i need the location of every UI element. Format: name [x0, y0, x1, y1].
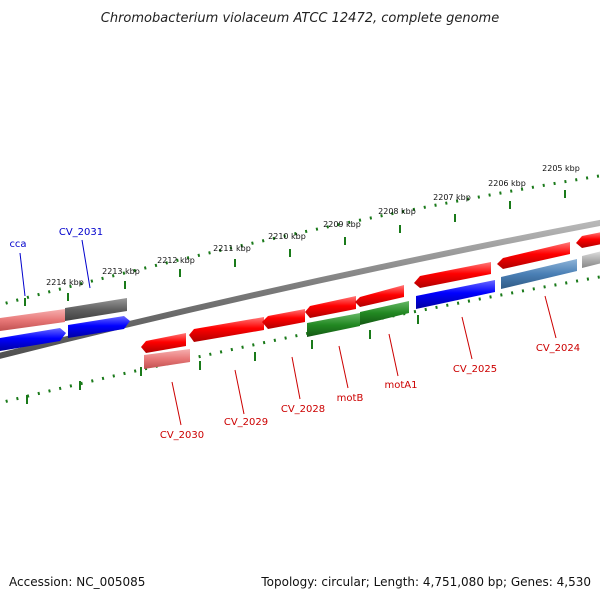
gene-arrow[interactable] — [305, 296, 356, 318]
gene-arrow-cca[interactable] — [0, 309, 65, 331]
gene-arrow-cv2028[interactable] — [262, 309, 305, 329]
gene-arrow-cv2025[interactable] — [416, 280, 495, 309]
tick-label: 2212 kbp — [157, 256, 195, 265]
tick-label: 2211 kbp — [213, 244, 251, 253]
gene-label-cca[interactable]: cca — [9, 239, 26, 250]
inner-tick-ring — [0, 275, 600, 405]
forward-strand-genes — [0, 232, 600, 331]
tick-label: 2207 kbp — [433, 193, 471, 202]
tick-label: 2208 kbp — [378, 207, 416, 216]
gene-arrow-motb[interactable] — [307, 313, 360, 337]
outer-major-ticks — [24, 190, 566, 306]
gene-label-cv2031[interactable]: CV_2031 — [59, 227, 103, 238]
tick-labels: 2214 kbp 2213 kbp 2212 kbp 2211 kbp 2210… — [46, 164, 580, 287]
gene-label-cv2030[interactable]: CV_2030 — [160, 430, 204, 441]
gene-labels: cca CV_2031 CV_2030 CV_2029 CV_2028 motB… — [9, 227, 580, 441]
tick-label: 2205 kbp — [542, 164, 580, 173]
map-title: Chromobacterium violaceum ATCC 12472, co… — [101, 11, 499, 26]
gene-arrow-cv2024[interactable] — [501, 259, 577, 289]
label-leaders — [19, 239, 557, 426]
gene-label-cv2029[interactable]: CV_2029 — [224, 417, 268, 428]
genome-backbone — [0, 219, 600, 359]
tick-label: 2210 kbp — [268, 232, 306, 241]
gene-arrow-cv2031[interactable] — [65, 298, 127, 321]
gene-arrow[interactable] — [144, 349, 190, 369]
gene-label-cv2028[interactable]: CV_2028 — [281, 404, 325, 415]
genome-summary-text: Topology: circular; Length: 4,751,080 bp… — [260, 575, 591, 589]
reverse-strand-genes — [0, 251, 600, 369]
gene-arrow-cv2029[interactable] — [189, 317, 264, 342]
gene-arrow-cv2030[interactable] — [141, 333, 186, 353]
gene-label-cv2025[interactable]: CV_2025 — [453, 364, 497, 375]
gene-arrow-mota1[interactable] — [360, 301, 409, 325]
gene-label-motb[interactable]: motB — [337, 393, 364, 404]
gene-label-cv2024[interactable]: CV_2024 — [536, 343, 580, 354]
gene-arrow[interactable] — [497, 242, 570, 269]
inner-major-ticks — [26, 315, 419, 404]
gene-arrow[interactable] — [576, 232, 600, 248]
gene-arrow[interactable] — [414, 262, 491, 288]
tick-label: 2206 kbp — [488, 179, 526, 188]
gene-arrow[interactable] — [0, 328, 66, 351]
tick-label: 2213 kbp — [102, 267, 140, 276]
gene-arrow[interactable] — [68, 316, 130, 338]
gene-arrow[interactable] — [355, 285, 404, 307]
tick-label: 2214 kbp — [46, 278, 84, 287]
outer-tick-ring — [0, 174, 600, 307]
accession-text: Accession: NC_005085 — [9, 575, 145, 589]
gene-arrow[interactable] — [582, 251, 600, 268]
tick-label: 2209 kbp — [323, 220, 361, 229]
gene-label-mota1[interactable]: motA1 — [385, 380, 418, 391]
